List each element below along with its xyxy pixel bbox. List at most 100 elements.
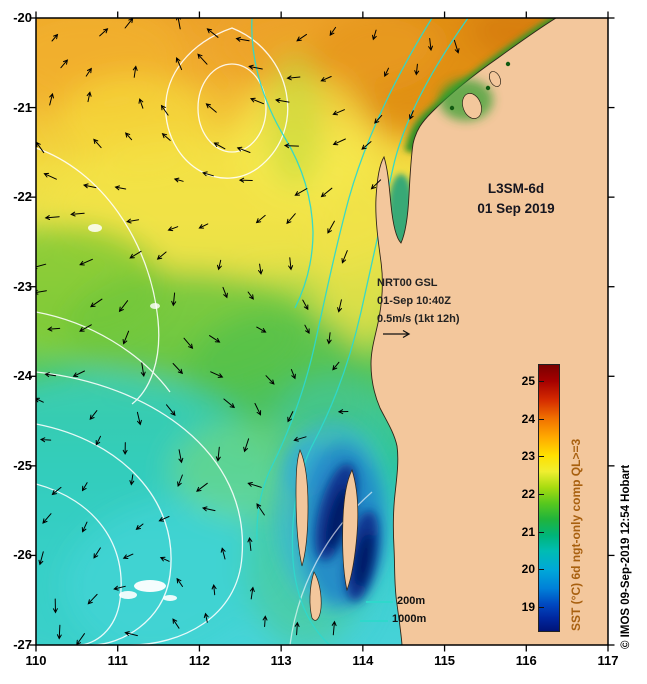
shark-bay-peninsulas — [295, 449, 359, 621]
colorbar-tick-label: 21 — [521, 524, 535, 539]
current-vector-arrow — [302, 299, 309, 311]
current-vector-arrow — [138, 98, 144, 109]
current-vector-arrow — [124, 631, 138, 637]
current-vector-arrow — [118, 300, 129, 313]
current-vector-arrow — [337, 409, 349, 415]
plot-frame — [35, 17, 609, 646]
current-vector-arrow — [296, 33, 307, 42]
current-vector-arrow — [51, 33, 59, 42]
current-vector-arrow — [43, 172, 57, 180]
current-vector-arrow — [217, 259, 222, 271]
current-vector-arrow — [428, 38, 433, 52]
current-vector-arrow — [178, 449, 184, 464]
colorbar-label: SST (°C) 6d ngt-only comp QL>=3 — [569, 438, 583, 631]
current-vector-arrow — [223, 398, 236, 409]
current-vector-arrow — [124, 132, 133, 141]
y-axis-tick-label: -24 — [13, 368, 32, 384]
current-vector-arrow — [90, 298, 103, 308]
colorbar-tickmark — [539, 418, 544, 420]
offshore-island-pocket — [439, 61, 511, 121]
x-axis-tick-label: 117 — [597, 653, 619, 668]
x-axis-tick-label: 112 — [188, 653, 210, 668]
current-vector-arrow — [129, 250, 142, 259]
current-vector-arrow — [293, 436, 307, 442]
colorbar-tick-label: 23 — [521, 449, 535, 464]
current-vector-arrow — [247, 536, 253, 551]
current-vector-arrow — [206, 28, 219, 38]
current-vector-arrow — [374, 114, 383, 124]
obs-time-label: 01-Sep 10:40Z — [377, 295, 451, 307]
y-axis-tick-label: -21 — [13, 99, 32, 115]
current-vector-arrow — [173, 177, 184, 183]
annotation-block: NRT00 GSL 01-Sep 10:40Z 0.5m/s (1kt 12h) — [377, 274, 460, 328]
current-vector-arrow — [161, 132, 171, 141]
copyright-label: © IMOS 09-Sep-2019 12:54 Hobart — [620, 464, 632, 649]
current-vector-arrow — [51, 486, 62, 496]
current-vector-arrow — [414, 63, 420, 76]
current-vector-arrow — [202, 171, 214, 177]
current-vector-arrow — [87, 593, 98, 605]
current-vector-arrow — [156, 251, 167, 260]
current-vector-arrow — [327, 220, 335, 234]
current-vector-arrow — [265, 375, 275, 385]
current-vector-arrow — [159, 556, 170, 562]
current-vector-arrow — [258, 263, 263, 275]
current-vector-arrow — [211, 584, 217, 596]
current-vector-arrow — [122, 442, 128, 456]
current-vector-arrow — [122, 330, 130, 345]
current-vector-arrow — [183, 337, 194, 350]
current-vector-arrow — [341, 250, 348, 264]
current-vector-arrow — [72, 370, 85, 377]
x-axis-tick-label: 114 — [352, 653, 374, 668]
current-vector-arrow — [332, 109, 345, 116]
current-vector-arrow — [60, 59, 69, 69]
current-vector-arrow — [172, 618, 180, 629]
current-vector-arrow — [203, 612, 209, 623]
current-vector-arrow — [95, 435, 101, 446]
current-vector-arrow — [135, 523, 144, 530]
current-vector-arrow — [81, 521, 88, 533]
current-vector-arrow — [42, 513, 52, 524]
current-vector-arrow — [329, 26, 337, 36]
vector-scale-arrow — [383, 329, 411, 339]
current-vector-arrow — [332, 138, 346, 146]
depth-1000m-label: 1000m — [392, 613, 427, 625]
current-vector-arrow — [256, 326, 267, 333]
current-vector-arrow — [197, 53, 208, 65]
vector-scale-label: 0.5m/s (1kt 12h) — [377, 313, 460, 325]
colorbar-tick-label: 22 — [521, 486, 535, 501]
current-vector-arrow — [209, 335, 221, 343]
current-vector-arrow — [132, 65, 138, 78]
depth-200m-label: 200m — [397, 595, 426, 607]
current-vector-arrow — [243, 438, 250, 453]
current-vector-arrow — [70, 211, 85, 217]
current-vector-arrow — [171, 292, 177, 307]
x-axis-tick-label: 113 — [270, 653, 292, 668]
current-vector-arrow — [167, 226, 179, 232]
current-vector-arrow — [177, 474, 183, 487]
current-vector-arrow — [372, 29, 377, 41]
current-vector-arrow — [215, 446, 221, 462]
current-vector-arrow — [175, 57, 183, 71]
y-axis-tick-label: -22 — [13, 189, 32, 205]
current-vector-arrow — [82, 183, 97, 189]
source-label: NRT00 GSL — [377, 277, 438, 289]
shark-bay-cold-water — [274, 420, 390, 610]
date-label: 01 Sep 2019 — [477, 201, 555, 216]
current-vector-arrow — [176, 577, 183, 587]
current-vector-arrow — [86, 91, 92, 103]
current-vector-arrow — [255, 214, 266, 224]
current-vector-arrow — [288, 257, 294, 271]
current-vector-arrow — [114, 185, 127, 191]
colorbar-tick-label: 25 — [521, 373, 535, 388]
current-vector-arrow — [49, 92, 54, 106]
current-vector-arrow — [47, 326, 61, 332]
current-vector-arrow — [331, 620, 337, 636]
current-vector-arrow — [262, 615, 268, 627]
y-axis-tick-label: -20 — [13, 10, 32, 25]
current-vector-arrow — [238, 177, 253, 183]
current-vector-arrow — [247, 291, 254, 300]
x-axis-tick-label: 111 — [107, 653, 128, 668]
current-vector-arrow — [166, 404, 176, 417]
